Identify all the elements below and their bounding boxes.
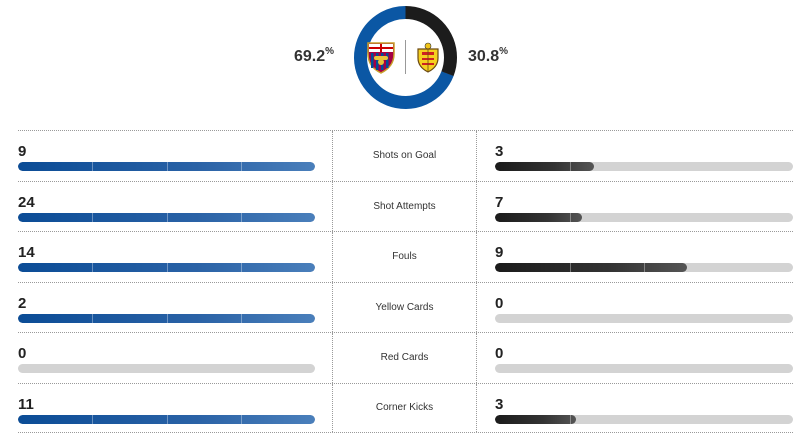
bar-segment-divider	[240, 414, 242, 424]
villarreal-crest-icon	[412, 40, 444, 74]
stat-label: Red Cards	[332, 333, 477, 383]
possession-donut	[348, 0, 463, 115]
bar-segment-divider	[92, 414, 94, 424]
stat-row: 9 3 Shots on Goal	[18, 130, 793, 181]
home-stat-value: 14	[18, 244, 35, 261]
bar-segment-divider	[92, 162, 94, 171]
away-stat-bar-fill	[495, 212, 583, 222]
bar-segment-divider	[240, 313, 242, 323]
away-stat-bar-fill	[495, 414, 577, 424]
away-stat-value: 3	[495, 395, 504, 413]
away-stat-bar	[495, 212, 793, 222]
away-stat-bar	[495, 162, 793, 171]
stat-label: Corner Kicks	[332, 383, 477, 432]
fc-barcelona-crest-icon	[365, 40, 397, 74]
away-stat-value: 0	[495, 294, 504, 312]
bar-segment-divider	[166, 313, 168, 323]
away-possession-percent: 30.8%	[468, 46, 509, 65]
home-stat-bar	[18, 313, 315, 323]
away-stat-bar-fill	[495, 162, 595, 171]
stat-label: Yellow Cards	[332, 282, 477, 332]
stat-row: 24 7 Shot Attempts	[18, 180, 793, 231]
home-stat-bar	[18, 162, 315, 171]
home-stat-bar-fill	[18, 263, 315, 272]
stat-label: Shots on Goal	[332, 131, 477, 181]
bar-segment-divider	[644, 263, 645, 272]
bar-segment-divider	[92, 313, 94, 323]
home-stat-value: 2	[18, 294, 27, 312]
bar-segment-divider	[166, 212, 168, 222]
bar-segment-divider	[166, 162, 168, 171]
bar-segment-divider	[569, 414, 571, 424]
away-stat-bar-fill	[495, 263, 687, 272]
bar-segment-divider	[240, 263, 242, 272]
stat-row: 2 0 Yellow Cards	[18, 281, 793, 332]
home-stat-bar	[18, 414, 315, 424]
home-stat-bar	[18, 263, 315, 272]
away-stat-value: 3	[495, 143, 504, 160]
home-stat-bar	[18, 364, 315, 373]
stat-row: 0 0 Red Cards	[18, 332, 793, 383]
away-stat-value: 0	[495, 345, 504, 362]
home-stat-bar	[18, 212, 315, 222]
away-stat-value: 7	[495, 193, 504, 211]
away-stat-bar	[495, 313, 793, 323]
bar-segment-divider	[569, 263, 571, 272]
bar-segment-divider	[569, 212, 571, 222]
home-stat-value: 24	[18, 193, 35, 211]
away-stat-bar	[495, 364, 793, 373]
stat-label: Shot Attempts	[332, 181, 477, 231]
bar-segment-divider	[92, 263, 94, 272]
match-stats-table: 9 3 Shots on Goal 24 7 Shot Attempts 14 9 Fouls 2…	[18, 130, 793, 433]
home-stat-bar-fill	[18, 313, 315, 323]
bar-segment-divider	[240, 212, 242, 222]
bar-segment-divider	[240, 162, 242, 171]
home-stat-value: 9	[18, 143, 27, 160]
stat-row: 11 3 Corner Kicks	[18, 382, 793, 433]
stat-label: Fouls	[332, 232, 477, 282]
bar-segment-divider	[569, 162, 571, 171]
possession-arc-away	[354, 6, 457, 109]
stat-row: 14 9 Fouls	[18, 231, 793, 282]
bar-segment-divider	[166, 414, 168, 424]
bar-segment-divider	[166, 263, 168, 272]
away-stat-bar	[495, 414, 793, 424]
home-stat-value: 11	[18, 395, 34, 413]
crest-divider	[405, 40, 406, 74]
home-stat-bar-fill	[18, 162, 315, 171]
away-stat-bar	[495, 263, 793, 272]
home-stat-bar-fill	[18, 212, 315, 222]
away-stat-value: 9	[495, 244, 504, 261]
home-stat-bar-fill	[18, 414, 315, 424]
home-possession-percent: 69.2%	[294, 46, 335, 65]
home-stat-value: 0	[18, 345, 27, 362]
bar-segment-divider	[92, 212, 94, 222]
